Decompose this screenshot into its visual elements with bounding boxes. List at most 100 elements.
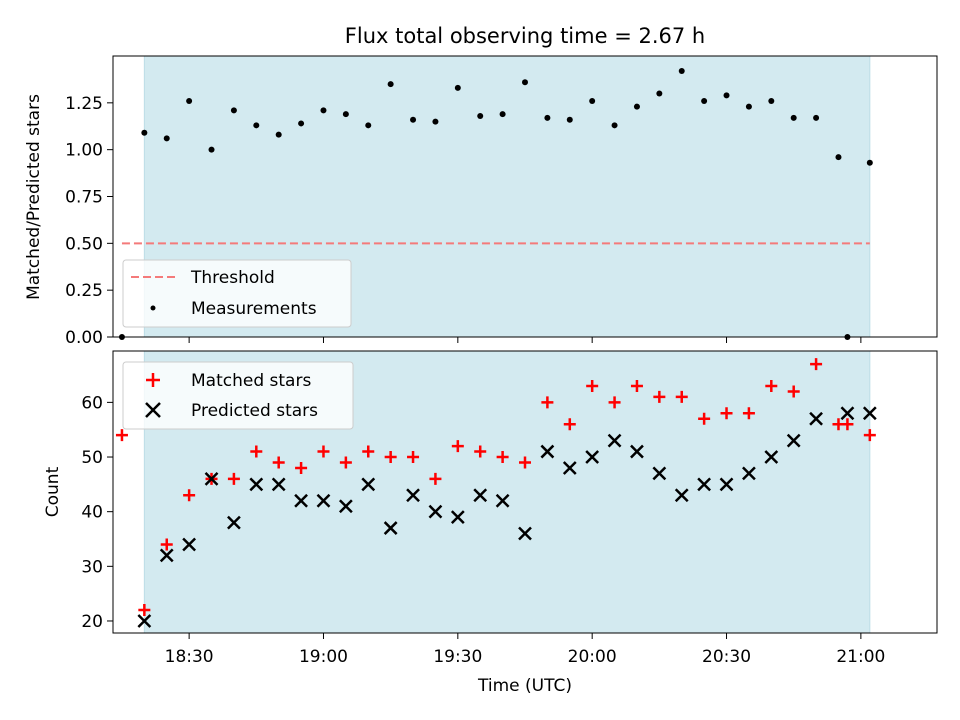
measurement-point: [813, 114, 820, 121]
measurement-point: [835, 154, 842, 161]
predicted-star-point: [495, 493, 510, 508]
measurement-point: [790, 114, 797, 121]
predicted-star-point: [809, 411, 823, 426]
matched-star-point: [765, 379, 778, 392]
count-panel: 20 30 40 50 60 18:30 19:00 19:30 20:00 20:30 21:0…: [43, 350, 938, 696]
matched-star-point: [742, 407, 755, 420]
matched-star-point: [698, 412, 711, 425]
matched-star-point: [115, 429, 128, 442]
ratio-y-tick-label: 1.00: [65, 141, 103, 161]
measurement-point: [723, 92, 730, 99]
matched-star-point: [787, 385, 800, 398]
ratio-plot-frame: [112, 55, 938, 338]
x-tick-label: 20:00: [568, 647, 617, 667]
predicted-stars-points: [137, 406, 877, 628]
threshold-legend-label: Threshold: [190, 268, 275, 288]
ratio-x-axis-ticks: [188, 337, 862, 343]
predicted-star-point: [406, 488, 420, 503]
measurement-points: [118, 67, 873, 340]
matched-star-point: [429, 472, 442, 485]
predicted-star-point: [338, 499, 353, 514]
measurement-point: [410, 116, 417, 123]
matched-star-point: [272, 456, 285, 469]
predicted-star-point: [786, 433, 801, 448]
matched-stars-points: [115, 358, 876, 617]
measurement-point: [365, 122, 372, 129]
ratio-y-tick-label: 0.75: [65, 188, 103, 208]
matched-star-point: [362, 445, 375, 458]
measurement-point: [230, 107, 237, 114]
matched-star-point: [407, 451, 420, 464]
predicted-star-point: [428, 504, 443, 519]
predicted-star-point: [473, 488, 488, 503]
measurement-point: [208, 146, 215, 153]
matched-star-point: [675, 390, 688, 403]
predicted-star-point: [562, 461, 577, 475]
matched-star-point: [474, 445, 487, 458]
matched-star-point: [227, 472, 240, 485]
predicted-star-point: [294, 493, 308, 508]
x-tick-label: 18:30: [165, 647, 214, 667]
count-y-tick-label: 60: [81, 393, 103, 413]
measurement-point: [141, 129, 148, 136]
predicted-star-point: [227, 515, 241, 530]
predicted-star-point: [383, 521, 398, 535]
predicted-star-point: [137, 614, 152, 628]
matched-star-point: [496, 451, 509, 464]
predicted-star-point: [450, 510, 465, 525]
measurement-point: [477, 112, 484, 119]
ratio-y-tick-label: 0.00: [65, 328, 103, 348]
measurement-point: [320, 107, 327, 114]
measurement-point: [432, 118, 439, 125]
measurement-point: [186, 97, 193, 104]
measurement-point: [701, 97, 708, 104]
predicted-star-point: [182, 537, 197, 552]
x-tick-label: 20:30: [702, 647, 751, 667]
predicted-stars-legend-label: Predicted stars: [191, 401, 318, 421]
matched-star-point: [183, 489, 196, 502]
predicted-star-point: [316, 493, 331, 508]
predicted-star-point: [607, 433, 622, 448]
predicted-star-point: [652, 466, 667, 481]
ratio-y-tick-label: 1.25: [65, 94, 103, 114]
measurement-point: [589, 97, 596, 104]
predicted-star-point: [862, 406, 877, 421]
measurement-point: [298, 120, 305, 127]
matched-star-point: [586, 379, 599, 392]
predicted-star-point: [249, 477, 264, 492]
predicted-star-point: [742, 466, 756, 481]
predicted-star-point: [271, 477, 286, 492]
x-tick-label: 19:00: [299, 647, 348, 667]
predicted-star-point: [719, 477, 734, 492]
matched-star-point: [810, 358, 823, 371]
matched-star-point: [519, 456, 531, 469]
matched-star-point: [384, 451, 397, 464]
matched-stars-legend-label: Matched stars: [191, 371, 311, 391]
measurements-legend-label: Measurements: [191, 299, 317, 319]
measurement-point: [275, 131, 282, 138]
measurement-point: [499, 111, 506, 118]
ratio-y-axis-label: Matched/Predicted stars: [24, 94, 44, 300]
count-x-axis-ticks: 18:30 19:00 19:30 20:00 20:30 21:00: [165, 633, 885, 667]
measurement-point: [522, 79, 528, 86]
x-tick-label: 21:00: [836, 647, 885, 667]
count-y-tick-label: 50: [81, 448, 103, 468]
count-y-axis-label: Count: [43, 466, 63, 517]
measurement-point: [566, 116, 573, 123]
matched-star-point: [563, 418, 576, 431]
count-y-axis-ticks: 20 30 40 50 60: [81, 393, 113, 632]
count-legend: Matched stars Predicted stars: [122, 361, 354, 430]
ratio-legend: Threshold Measurements: [122, 259, 352, 328]
matched-star-point: [317, 445, 330, 458]
ratio-legend-box: [122, 259, 352, 328]
matched-star-point: [653, 390, 666, 403]
ratio-y-tick-label: 0.50: [65, 234, 103, 254]
measurement-point: [163, 135, 170, 142]
predicted-star-point: [204, 472, 219, 486]
measurement-point: [611, 122, 618, 129]
measurement-point: [342, 111, 349, 118]
measurement-point: [745, 103, 752, 110]
measurement-point: [678, 67, 685, 74]
predicted-star-point: [674, 488, 689, 503]
matched-star-point: [138, 604, 151, 617]
